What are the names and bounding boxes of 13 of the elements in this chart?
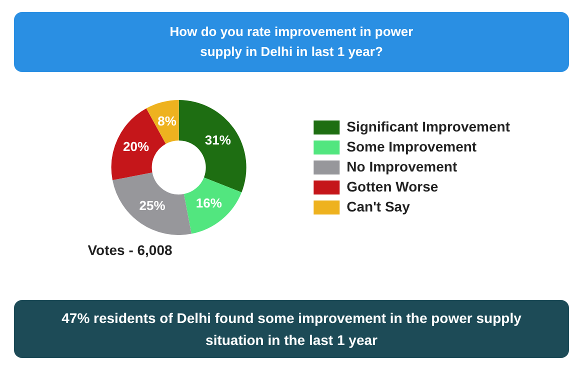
data-label: 20% [123,138,150,154]
data-label: 25% [139,198,166,214]
legend-label: Can't Say [346,198,410,214]
legend-label: No Improvement [346,158,458,174]
text: Votes - 6,008 [86,242,174,258]
chart-title: How do you rate improvement in power supply in Delhi in last 1 year? [14,12,569,72]
legend-label: Significant Improvement [346,118,510,134]
data-label: 31% [204,132,232,148]
data-label: 8% [158,113,177,128]
data-label: 16% [196,195,222,210]
text: 47% residents of Delhi found some improvement in the power supply situation in the last 1 year [14,300,569,358]
legend-label: Gotten Worse [346,178,438,194]
legend-label: Some Improvement [346,138,477,154]
